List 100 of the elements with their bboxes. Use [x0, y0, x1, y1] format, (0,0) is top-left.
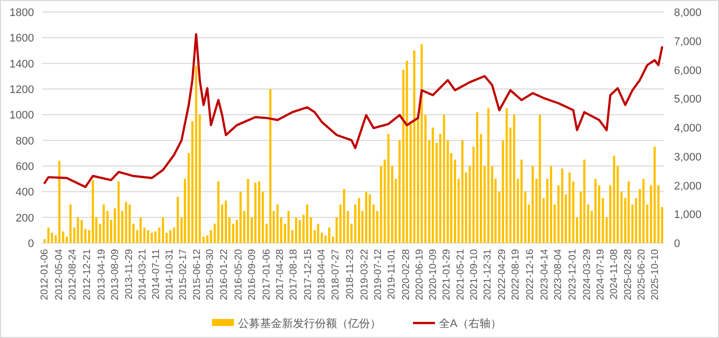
- bar: [254, 182, 257, 243]
- bar: [480, 134, 482, 243]
- y-tick-label: 0: [28, 238, 34, 250]
- bar: [598, 185, 600, 243]
- bar: [413, 50, 416, 243]
- legend-label: 公募基金新发行份额（亿份）: [238, 317, 381, 330]
- x-tick-label: 2012-01-06: [40, 248, 51, 300]
- bar: [483, 166, 486, 243]
- bar: [554, 204, 556, 243]
- x-tick-label: 2021-12-31: [482, 248, 494, 300]
- bar: [92, 180, 94, 243]
- bar: [195, 66, 198, 243]
- bar: [246, 178, 250, 243]
- x-tick-label: 2019-11-01: [386, 248, 398, 300]
- x-tick-label: 2021-09-10: [468, 248, 480, 300]
- bar: [634, 198, 638, 243]
- bar: [487, 108, 490, 243]
- bar: [136, 230, 138, 243]
- bar: [118, 181, 120, 243]
- bar: [287, 210, 290, 243]
- line-series: [44, 33, 664, 188]
- bar: [432, 128, 434, 243]
- x-tick-label: 2025-02-28: [622, 248, 634, 300]
- bar: [520, 160, 523, 243]
- bar: [84, 228, 86, 243]
- bar: [606, 217, 608, 243]
- bar: [121, 210, 124, 243]
- bar: [198, 114, 201, 243]
- x-tick-label: 2013-08-09: [110, 248, 122, 300]
- bar: [624, 198, 626, 243]
- bar: [506, 108, 508, 243]
- bar: [88, 230, 90, 243]
- y2-tick-label: 3,000: [674, 151, 702, 164]
- bar: [616, 166, 619, 243]
- bar: [450, 153, 452, 243]
- y-tick-label: 400: [16, 186, 34, 199]
- x-tick-label: 2014-07-11: [150, 248, 162, 300]
- bar: [320, 232, 323, 243]
- bar: [128, 204, 131, 243]
- bar: [176, 196, 179, 243]
- bar: [446, 140, 449, 243]
- x-tick-label: 2019-03-22: [359, 248, 370, 300]
- bar: [184, 178, 186, 243]
- x-tick-label: 2017-12-15: [303, 248, 314, 300]
- bar: [650, 185, 652, 243]
- bar: [106, 210, 109, 243]
- x-tick-label: 2024-11-08: [609, 248, 620, 300]
- x-tick-label: 2016-05-20: [233, 248, 244, 300]
- bar: [550, 166, 552, 243]
- bar: [657, 185, 660, 243]
- bar: [232, 224, 234, 243]
- bar: [580, 192, 582, 243]
- x-tick-label: 2014-10-31: [164, 248, 176, 300]
- bar: [291, 230, 294, 243]
- bar: [376, 210, 378, 243]
- bar: [346, 210, 349, 243]
- bar: [44, 239, 46, 243]
- x-tick-label: 2014-03-21: [137, 248, 148, 300]
- bar: [339, 204, 342, 243]
- legend-label: 全A（右轴）: [439, 317, 502, 330]
- bar: [372, 204, 375, 243]
- bar: [516, 178, 519, 243]
- x-tick-label: 2021-01-29: [442, 248, 453, 300]
- x-tick-label: 2019-07-12: [372, 248, 384, 300]
- bar: [214, 224, 216, 243]
- bar: [150, 232, 153, 243]
- bar: [568, 172, 571, 243]
- bar: [454, 160, 456, 243]
- bar: [210, 230, 212, 243]
- x-tick-label: 2017-08-18: [288, 248, 300, 300]
- bar: [202, 236, 205, 243]
- bar: [110, 220, 112, 243]
- x-tick-label: 2015-02-17: [178, 248, 189, 300]
- bar: [146, 230, 150, 243]
- bar: [239, 192, 242, 243]
- bar: [509, 128, 512, 243]
- x-tick-label: 2016-09-09: [247, 248, 258, 300]
- x-tick-label: 2023-04-14: [540, 248, 551, 300]
- bar: [361, 210, 364, 243]
- bar: [172, 228, 176, 243]
- bar: [114, 208, 116, 243]
- bar: [250, 217, 253, 243]
- bar: [468, 166, 471, 243]
- bar: [73, 228, 76, 243]
- bar: [314, 230, 316, 243]
- bar: [224, 200, 227, 243]
- y2-tick-label: 5,000: [674, 94, 702, 106]
- bar: [124, 202, 128, 243]
- bar: [542, 198, 545, 243]
- y-tick-label: 200: [16, 212, 34, 224]
- bar: [631, 204, 634, 243]
- bar: [191, 121, 194, 243]
- bar: [95, 217, 98, 243]
- x-tick-label: 2017-04-28: [275, 248, 286, 300]
- bar: [276, 204, 279, 243]
- bar: [660, 207, 664, 243]
- x-tick-label: 2025-06-20: [636, 248, 648, 300]
- x-tick-label: 2022-04-29: [497, 248, 508, 300]
- x-tick-label: 2023-08-04: [553, 248, 564, 300]
- bar: [420, 44, 423, 243]
